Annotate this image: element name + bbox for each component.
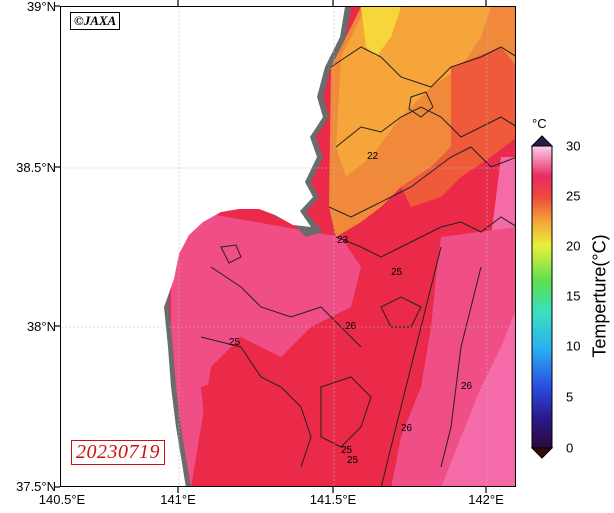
lon-label: 141.5°E	[309, 492, 357, 507]
lat-label: 38.5°N	[16, 160, 56, 175]
colorbar-tick: 25	[566, 188, 581, 204]
contour-label: 22	[367, 151, 379, 162]
colorbar-title: Temperture(°C)	[589, 234, 610, 358]
colorbar-tick: 0	[566, 440, 574, 456]
lon-label: 140.5°E	[38, 492, 86, 507]
lon-label: 141°E	[160, 492, 196, 507]
contour-label: 26	[345, 321, 357, 332]
contour-label: 26	[401, 423, 413, 434]
colorbar-tick: 15	[566, 288, 581, 304]
colorbar-tick: 30	[566, 138, 581, 154]
contour-label: 26	[461, 381, 473, 392]
colorbar-gradient	[531, 145, 553, 449]
sst-region-24	[401, 47, 515, 207]
contour-label: 25	[341, 445, 353, 456]
colorbar-unit: °C	[532, 116, 547, 131]
sst-region-coastal-pink	[171, 207, 361, 486]
land-mass	[61, 7, 345, 486]
date-stamp: 20230719	[71, 440, 165, 465]
contour-label-group: 22 23 25 25 26 26 26 25 25	[229, 151, 473, 466]
colorbar-tick: 20	[566, 238, 581, 254]
sst-map-canvas: 22 23 25 25 26 26 26 25 25	[61, 7, 515, 486]
contour-label: 25	[229, 337, 241, 348]
lon-label: 142°E	[468, 492, 504, 507]
colorbar-max-arrow	[530, 135, 554, 147]
contour-label: 25	[347, 455, 359, 466]
sst-region-26	[391, 227, 515, 486]
lat-label: 37.5°N	[16, 479, 56, 494]
sst-map: 22 23 25 25 26 26 26 25 25	[60, 6, 516, 487]
colorbar-tick: 10	[566, 338, 581, 354]
sst-region-21	[361, 7, 401, 57]
colorbar	[530, 135, 554, 459]
colorbar-min-arrow	[530, 447, 554, 459]
lat-label: 38°N	[26, 319, 56, 334]
colorbar-tick: 5	[566, 389, 574, 405]
contour-label: 23	[337, 235, 349, 246]
contour-label: 25	[391, 267, 403, 278]
lat-label: 39°N	[26, 0, 56, 14]
jaxa-credit: ©JAXA	[70, 12, 121, 30]
